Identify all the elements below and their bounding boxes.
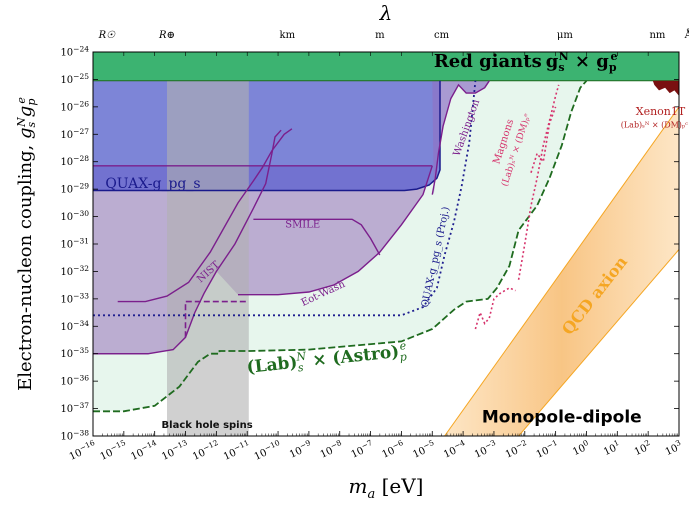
y-tick-label: 10−36 [60,374,89,388]
top-tick-cm: cm [434,30,450,41]
top-axis-title: λ [379,1,393,25]
washington-boundary [431,80,490,195]
x-tick-label: 102 [632,438,654,458]
quax-boundary-line [93,80,441,192]
x-tick-label: 101 [601,438,623,458]
label-xenon1t-coupling: (Lab)ₛᴺ × (DM)ₚᶜ [621,120,688,129]
label-quax-g-pg-s: QUAX-g_pg_s [105,176,200,192]
y-tick-label: 10−27 [60,127,89,141]
x-tick-label: 10−7 [348,438,376,461]
line-quax-projection [93,80,477,317]
y-tick-label: 10−38 [60,429,89,443]
x-tick-label: 103 [662,438,684,458]
region-xenon1t [652,80,679,96]
region-washington [429,80,490,195]
top-tick-m: μm [557,30,573,41]
y-tick-label: 10−30 [60,209,89,223]
x-tick-label: 10−9 [287,438,315,461]
x-axis-title: ma [eV] [349,474,424,502]
x-tick-label: 10−13 [159,438,191,463]
top-tick-km: km [280,30,296,41]
x-tick-label: 10−2 [503,438,531,461]
x-tick-label: 10−14 [128,438,160,463]
x-tick-label: 10−3 [472,438,500,461]
top-tick-r: R☉ [98,30,117,41]
line-nist-boundary [93,129,282,355]
line-nist-upper [117,128,293,303]
y-tick-label: 10−28 [60,154,89,168]
region-eot-wash [238,165,433,295]
y-tick-label: 10−34 [60,319,89,333]
x-tick-label: 10−8 [318,438,346,461]
x-tick-label: 10−10 [252,438,284,463]
x-tick-label: 10−12 [190,438,222,463]
qcd-axion-edge-left [444,106,679,436]
x-tick-label: 10−1 [533,438,560,461]
label-xenon1t: Xenon1T [636,105,686,118]
top-tick-r: R⊕ [158,30,175,41]
y-tick-label: 10−29 [60,182,89,196]
bh-dashed-step [184,300,248,338]
y-tick-label: 10−37 [60,401,89,415]
x-tick-label: 10−4 [441,438,469,461]
y-tick-label: 10−25 [60,72,89,86]
label-black-hole-spins: Black hole spins [162,420,253,431]
top-tick-m: m [375,30,385,41]
line-magnons-lower [474,287,516,330]
region-black-hole-spins [167,80,249,436]
label-smile: SMILE [285,220,320,231]
region-quax [93,80,440,191]
top-tick-nm: nm [649,30,665,41]
label-red-giants-coupling: gsN × gpe [546,50,618,74]
y-tick-label: 10−24 [60,45,89,59]
x-tick-label: 10−6 [379,438,407,461]
y-axis-title: Electron-nucleon coupling, gsNgpe [15,97,38,391]
y-tick-label: 10−31 [60,237,89,251]
label-monopole-dipole: Monopole-dipole [482,407,642,427]
region-red-giants [93,52,679,81]
line-lab-astro-boundary [93,80,588,413]
y-tick-label: 10−33 [60,291,89,305]
top-tick-: Å [684,29,689,41]
eot-wash-boundary [238,165,433,296]
x-tick-label: 10−11 [221,438,253,463]
x-tick-label: 10−5 [410,438,438,461]
x-tick-label: 10−15 [97,438,129,463]
y-tick-label: 10−26 [60,99,89,113]
qcd-axion-edge-right [518,249,679,436]
y-tick-label: 10−32 [60,264,89,278]
x-tick-label: 100 [570,438,592,458]
label-red-giants: Red giants [434,51,542,72]
smile-line [253,218,381,256]
y-tick-label: 10−35 [60,346,89,360]
